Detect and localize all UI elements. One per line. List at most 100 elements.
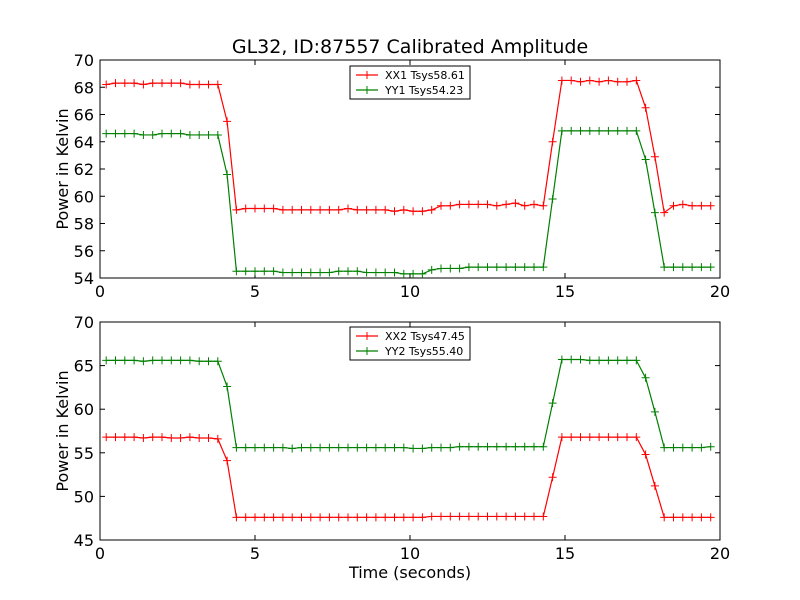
data-point: [139, 433, 148, 442]
data-point: [241, 267, 250, 276]
data-point: [613, 356, 622, 365]
data-point: [502, 200, 511, 209]
data-point: [297, 513, 306, 522]
y-axis-label: Power in Kelvin: [53, 370, 72, 491]
data-point: [539, 263, 548, 272]
data-point: [158, 129, 166, 138]
data-point: [548, 194, 557, 203]
data-point: [511, 263, 520, 272]
data-point: [418, 269, 427, 278]
legend: XX1 Tsys58.61 YY1 Tsys54.23: [349, 65, 471, 100]
y-tick-label: 55: [74, 444, 94, 463]
legend-marker: [363, 71, 371, 79]
data-point: [520, 442, 529, 451]
data-point: [306, 443, 315, 452]
data-point: [399, 269, 408, 278]
data-point: [111, 79, 120, 88]
data-point: [492, 442, 501, 451]
data-point: [427, 512, 436, 521]
data-point: [353, 513, 362, 522]
y-tick-label: 68: [74, 78, 94, 97]
data-point: [502, 512, 511, 521]
data-point: [185, 433, 194, 442]
data-point: [418, 207, 427, 216]
data-point: [678, 443, 687, 452]
data-point: [371, 205, 380, 214]
data-point: [446, 512, 455, 521]
data-point: [111, 433, 120, 442]
data-point: [102, 356, 111, 365]
data-point: [585, 356, 594, 365]
data-point: [548, 137, 557, 146]
data-point: [316, 443, 325, 452]
y-tick-label: 64: [74, 133, 94, 152]
data-point: [409, 513, 418, 522]
data-point: [251, 513, 259, 522]
data-point: [418, 513, 427, 522]
data-point: [223, 170, 232, 179]
data-point: [381, 443, 390, 452]
data-point: [167, 79, 176, 88]
data-point: [492, 201, 501, 210]
data-point: [688, 513, 697, 522]
data-point: [316, 268, 325, 277]
data-point: [148, 79, 157, 88]
data-point: [557, 433, 566, 442]
data-point: [278, 513, 287, 522]
data-point: [130, 356, 139, 365]
data-point: [474, 200, 483, 209]
data-point: [297, 205, 306, 214]
data-point: [213, 130, 222, 139]
data-point: [613, 433, 622, 442]
data-point: [316, 205, 325, 214]
data-point: [511, 442, 520, 451]
data-point: [520, 263, 529, 272]
data-point: [427, 205, 436, 214]
data-point: [678, 513, 687, 522]
data-point: [660, 263, 669, 272]
data-point: [353, 205, 362, 214]
data-point: [204, 130, 213, 139]
data-point: [185, 356, 194, 365]
data-point: [585, 126, 594, 135]
data-point: [278, 205, 287, 214]
data-point: [623, 433, 631, 442]
data-point: [334, 443, 343, 452]
data-point: [353, 267, 362, 276]
data-point: [409, 207, 418, 216]
data-point: [176, 356, 185, 365]
data-point: [223, 456, 232, 465]
data-point: [604, 433, 613, 442]
data-point: [623, 356, 631, 365]
data-point: [288, 444, 297, 453]
data-point: [139, 357, 148, 366]
data-point: [371, 268, 380, 277]
data-point: [185, 130, 194, 139]
data-point: [660, 443, 669, 452]
data-point: [325, 268, 334, 277]
data-point: [530, 512, 538, 521]
data-point: [344, 267, 352, 276]
data-point: [251, 204, 259, 213]
data-point: [167, 433, 176, 442]
data-point: [604, 126, 613, 135]
legend-box: [349, 326, 471, 361]
data-point: [120, 356, 129, 365]
data-point: [688, 201, 697, 210]
data-point: [595, 356, 604, 365]
data-point: [390, 513, 399, 522]
data-point: [102, 80, 111, 89]
data-point: [120, 129, 129, 138]
data-point: [260, 443, 269, 452]
x-tick-label: 5: [250, 544, 260, 563]
data-point: [316, 513, 325, 522]
data-point: [678, 200, 687, 209]
data-point: [288, 268, 297, 277]
data-point: [483, 263, 492, 272]
data-point: [455, 200, 464, 209]
data-point: [344, 443, 352, 452]
data-point: [641, 450, 650, 459]
data-point: [650, 152, 659, 161]
legend-marker: [363, 332, 371, 340]
data-point: [325, 513, 334, 522]
